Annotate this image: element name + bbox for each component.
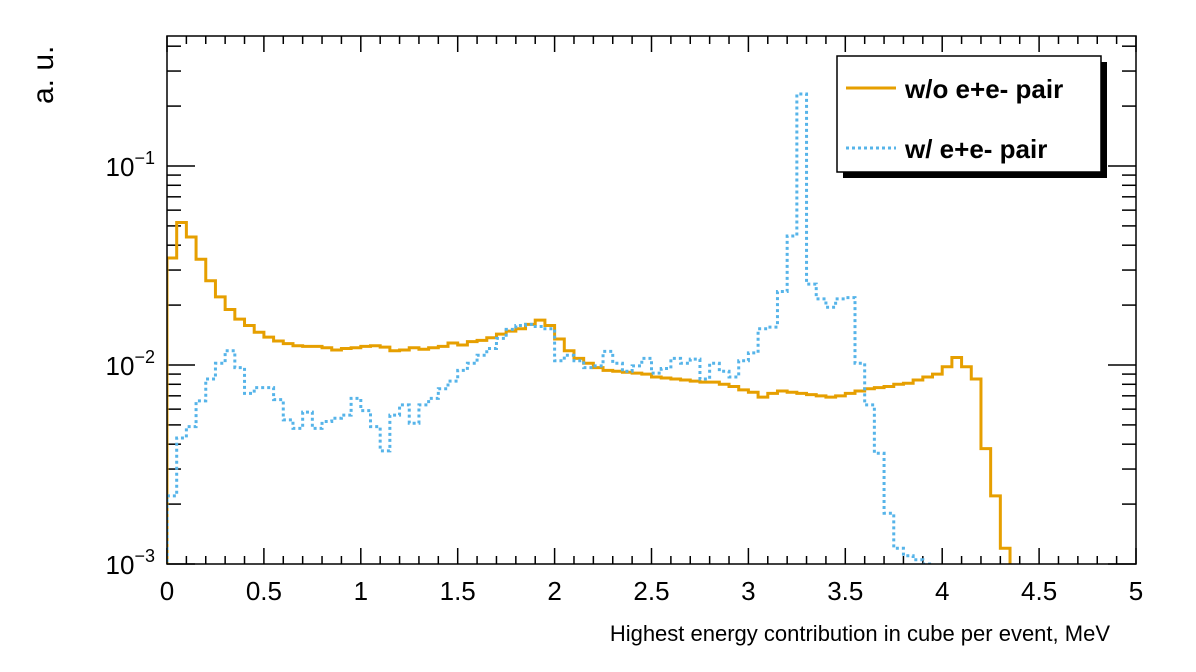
legend: w/o e+e- pair w/ e+e- pair: [836, 55, 1107, 178]
x-tick-label: 2.5: [633, 576, 669, 606]
x-tick-label: 3: [741, 576, 755, 606]
x-tick-label: 5: [1129, 576, 1143, 606]
x-tick-label: 0: [160, 576, 174, 606]
plot-frame: [166, 35, 1137, 565]
legend-box: [836, 55, 1102, 173]
legend-label-2: w/ e+e- pair: [904, 134, 1047, 164]
x-tick-label: 4: [935, 576, 949, 606]
legend-label-1: w/o e+e- pair: [904, 74, 1063, 104]
x-axis-label: Highest energy contribution in cube per …: [610, 621, 1111, 646]
series-layer: [167, 92, 1012, 564]
series-line-1: [167, 221, 1012, 564]
x-tick-label: 2: [547, 576, 561, 606]
x-tick-labels: 0 0.5 1 1.5 2 2.5 3 3.5 4 4.5 5: [160, 576, 1143, 606]
y-tick-label: 10−2: [106, 347, 155, 381]
y-tick-label: 10−1: [106, 148, 155, 182]
y-axis-label: a. u.: [27, 46, 60, 104]
y-minor-ticks: [167, 45, 1136, 505]
x-tick-label: 1: [354, 576, 368, 606]
y-tick-labels: 10−3 10−2 10−1: [106, 148, 155, 580]
x-tick-label: 1.5: [440, 576, 476, 606]
x-tick-label: 4.5: [1021, 576, 1057, 606]
y-tick-label: 10−3: [106, 546, 155, 580]
x-tick-label: 3.5: [827, 576, 863, 606]
x-tick-label: 0.5: [246, 576, 282, 606]
